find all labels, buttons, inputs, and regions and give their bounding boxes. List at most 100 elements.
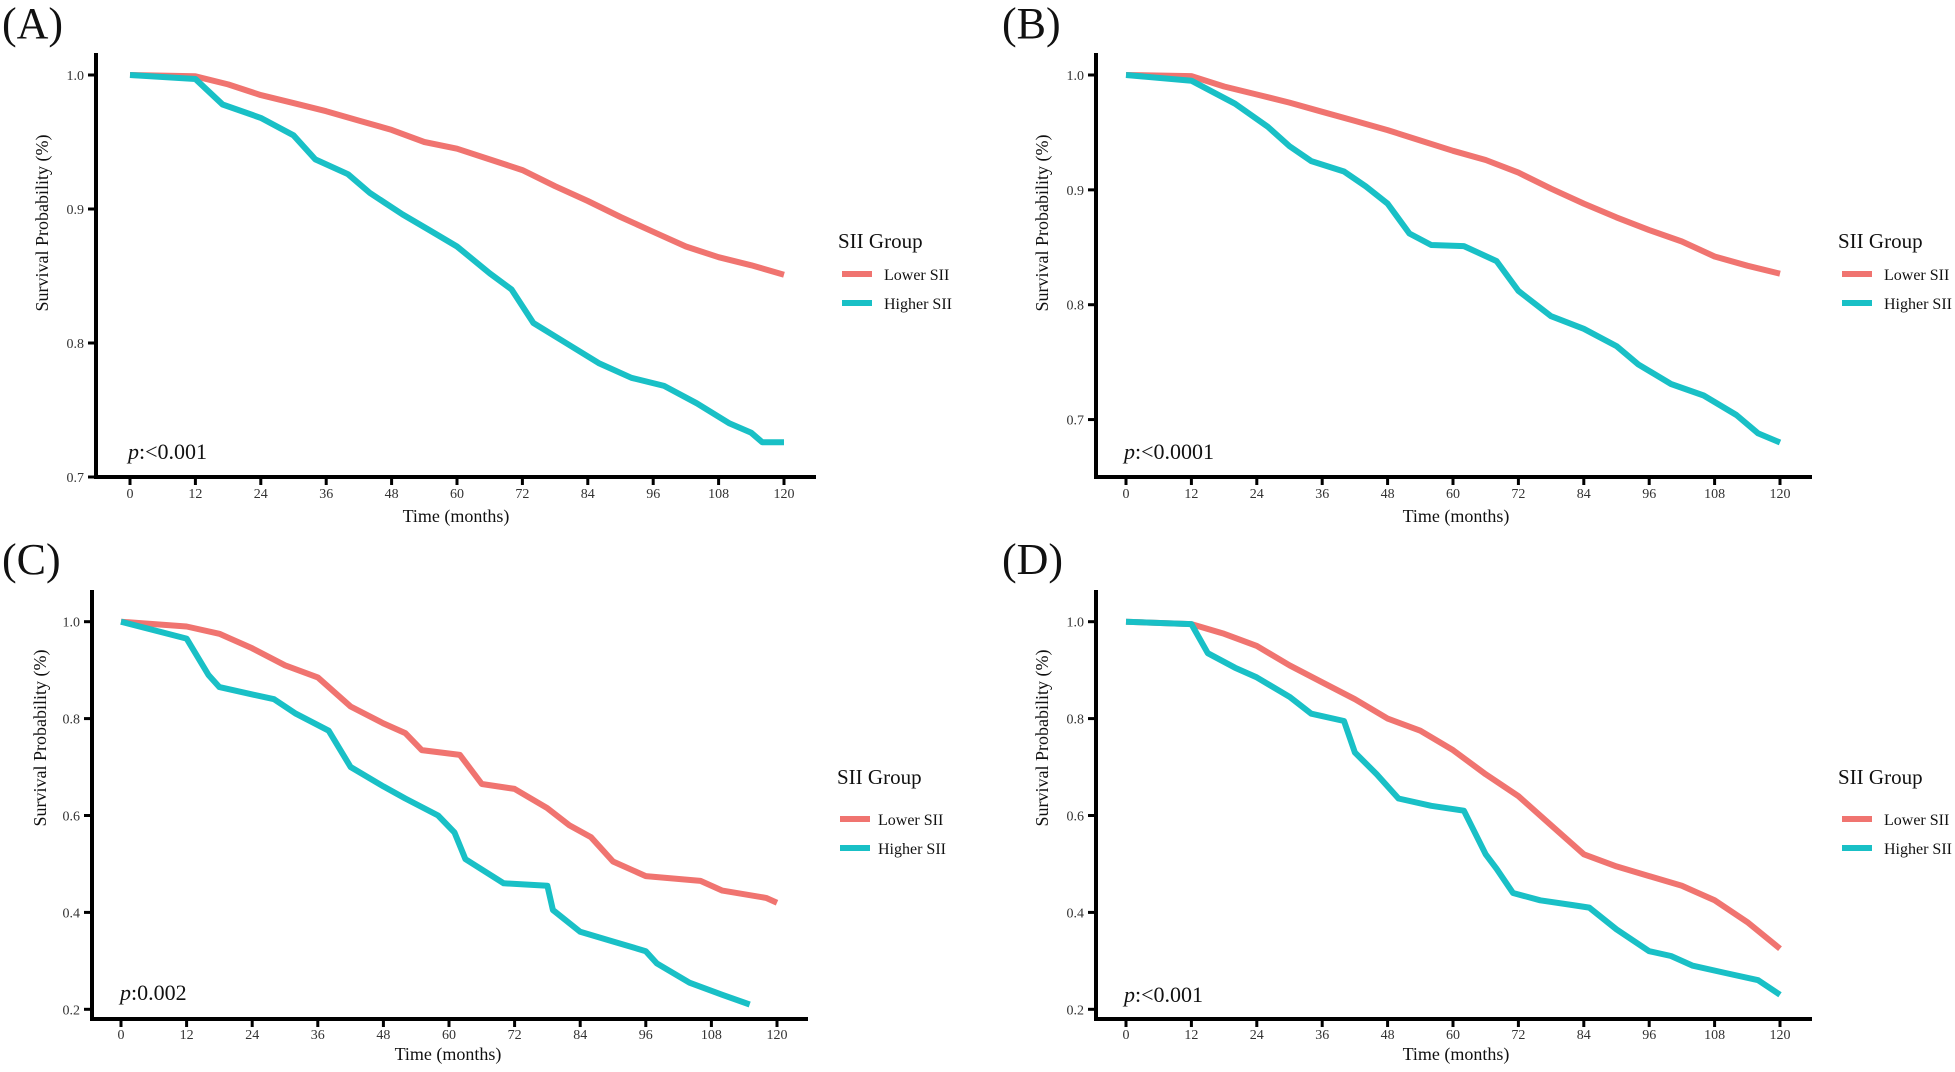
x-axis-title: Time (months) — [395, 1044, 502, 1065]
x-tick-label: 36 — [1315, 1028, 1329, 1043]
legend-title: SII Group — [838, 229, 923, 253]
axes: 0.2 0.4 0.6 0.8 1.0 0 12 24 36 48 60 72 84 96 108 120 — [63, 590, 808, 1043]
y-tick-label: 0.2 — [1067, 1003, 1085, 1018]
y-tick-label: 1.0 — [63, 616, 81, 631]
x-tick-label: 24 — [254, 487, 268, 502]
y-tick-label: 1.0 — [1067, 69, 1085, 84]
higher-sii-curve — [1125, 72, 1782, 446]
x-tick-label: 120 — [1770, 487, 1791, 502]
p-value-annotation: p:<0.001 — [126, 439, 207, 464]
panel-d: (D) Survival Probability (%) Time (month… — [1000, 536, 1955, 1072]
y-tick-label: 0.8 — [1067, 299, 1085, 314]
p-value-annotation: p:<0.0001 — [1122, 439, 1214, 464]
legend-label-higher: Higher SII — [878, 841, 946, 858]
x-tick-label: 48 — [376, 1028, 390, 1043]
km-chart-a: Survival Probability (%) Time (months) S… — [32, 53, 952, 527]
legend-label-lower: Lower SII — [884, 267, 949, 284]
panel-label: (A) — [2, 0, 64, 48]
x-tick-label: 12 — [180, 1028, 194, 1043]
lower-sii-curve — [1125, 618, 1782, 952]
x-tick-label: 48 — [1381, 1028, 1395, 1043]
km-chart-b: Survival Probability (%) Time (months) S… — [1032, 53, 1952, 527]
axes: 0.2 0.4 0.6 0.8 1.0 0 12 24 36 48 60 72 84 96 108 120 — [1067, 590, 1812, 1043]
x-tick-label: 36 — [1315, 487, 1329, 502]
y-tick-label: 0.2 — [63, 1003, 81, 1018]
x-tick-label: 84 — [1577, 487, 1591, 502]
legend-title: SII Group — [1838, 765, 1923, 789]
legend-label-higher: Higher SII — [884, 296, 952, 313]
p-value: :<0.001 — [1135, 982, 1203, 1007]
y-tick-label: 0.8 — [67, 337, 85, 352]
km-chart-d: Survival Probability (%) Time (months) S… — [1032, 590, 1952, 1065]
x-tick-label: 72 — [508, 1028, 522, 1043]
y-tick-label: 0.7 — [1067, 414, 1085, 429]
higher-sii-curve — [1125, 618, 1782, 998]
higher-sii-curve — [129, 72, 784, 446]
x-tick-label: 60 — [1446, 487, 1460, 502]
x-tick-label: 24 — [1250, 487, 1264, 502]
x-tick-label: 36 — [319, 487, 333, 502]
x-tick-label: 48 — [1381, 487, 1395, 502]
p-value: :0.002 — [131, 980, 187, 1005]
x-tick-label: 48 — [385, 487, 399, 502]
km-chart-c: Survival Probability (%) Time (months) S… — [30, 590, 946, 1065]
y-axis-title: Survival Probability (%) — [30, 650, 51, 827]
x-tick-label: 108 — [1704, 487, 1725, 502]
p-symbol: p — [118, 980, 131, 1005]
panel-c: (C) Survival Probability (%) Time (month… — [0, 536, 977, 1072]
y-axis-title: Survival Probability (%) — [32, 135, 53, 312]
legend-label-higher: Higher SII — [1884, 296, 1952, 313]
y-tick-label: 0.4 — [63, 906, 81, 921]
y-tick-label: 1.0 — [67, 69, 85, 84]
higher-sii-curve — [120, 618, 751, 1008]
x-tick-label: 84 — [1577, 1028, 1591, 1043]
x-tick-label: 96 — [639, 1028, 653, 1043]
p-value: :<0.0001 — [1135, 439, 1214, 464]
x-tick-label: 96 — [646, 487, 660, 502]
x-tick-label: 36 — [311, 1028, 325, 1043]
legend-label-higher: Higher SII — [1884, 841, 1952, 858]
panel-a: (A) Survival Probability (%) Time (month… — [0, 0, 977, 536]
x-tick-label: 12 — [1184, 487, 1198, 502]
axes: 0.7 0.8 0.9 1.0 0 12 24 36 48 60 72 84 96 108 120 — [1067, 53, 1812, 502]
y-tick-label: 0.8 — [1067, 713, 1085, 728]
x-tick-label: 0 — [127, 487, 134, 502]
x-axis-title: Time (months) — [1403, 1044, 1510, 1065]
x-tick-label: 60 — [450, 487, 464, 502]
x-tick-label: 24 — [1250, 1028, 1264, 1043]
x-tick-label: 24 — [245, 1028, 259, 1043]
lower-sii-curve — [129, 72, 785, 278]
lower-sii-curve — [1125, 72, 1781, 277]
x-tick-label: 72 — [515, 487, 529, 502]
x-tick-label: 72 — [1511, 1028, 1525, 1043]
panel-label: (C) — [2, 535, 61, 584]
y-tick-label: 0.4 — [1067, 906, 1085, 921]
x-tick-label: 96 — [1642, 487, 1656, 502]
panel-label: (B) — [1002, 0, 1061, 48]
x-tick-label: 108 — [708, 487, 729, 502]
p-value: :<0.001 — [139, 439, 207, 464]
p-value-annotation: p:0.002 — [118, 980, 187, 1005]
x-tick-label: 0 — [1123, 487, 1130, 502]
y-tick-label: 0.6 — [63, 810, 81, 825]
x-tick-label: 120 — [774, 487, 795, 502]
p-symbol: p — [126, 439, 139, 464]
x-tick-label: 60 — [1446, 1028, 1460, 1043]
x-tick-label: 108 — [1704, 1028, 1725, 1043]
y-tick-label: 0.8 — [63, 713, 81, 728]
legend-label-lower: Lower SII — [1884, 267, 1949, 284]
x-tick-label: 96 — [1642, 1028, 1656, 1043]
y-tick-label: 1.0 — [1067, 616, 1085, 631]
legend-title: SII Group — [1838, 229, 1923, 253]
y-tick-label: 0.6 — [1067, 810, 1085, 825]
x-axis-title: Time (months) — [403, 506, 510, 527]
panel-label: (D) — [1002, 535, 1064, 584]
legend-title: SII Group — [837, 765, 922, 789]
p-symbol: p — [1122, 982, 1135, 1007]
y-tick-label: 0.9 — [1067, 184, 1085, 199]
x-tick-label: 84 — [581, 487, 595, 502]
lower-sii-curve — [120, 618, 779, 906]
y-tick-label: 0.9 — [67, 203, 85, 218]
x-tick-label: 60 — [442, 1028, 456, 1043]
panel-b: (B) Survival Probability (%) Time (month… — [1000, 0, 1955, 536]
